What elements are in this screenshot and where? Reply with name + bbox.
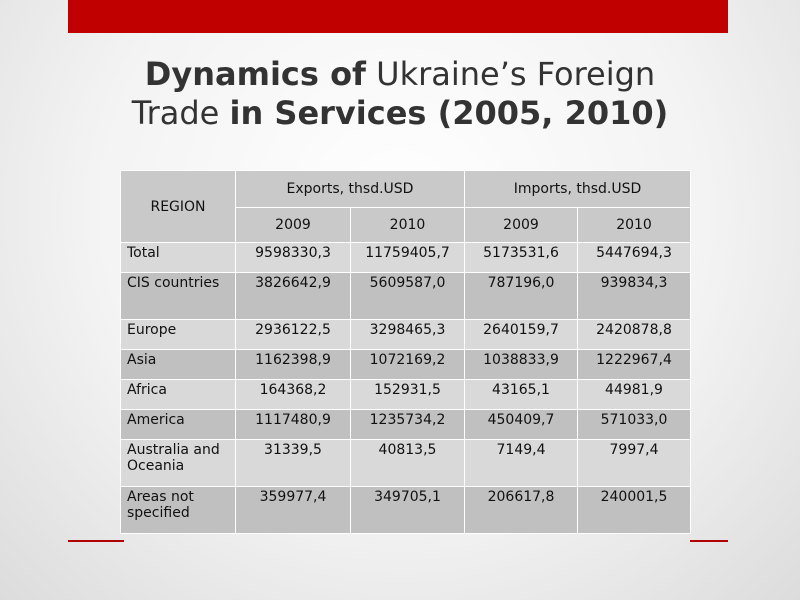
region-cell: Africa <box>120 379 236 410</box>
trade-services-table: REGION Exports, thsd.USD Imports, thsd.U… <box>120 170 692 534</box>
year-header: 2009 <box>235 207 351 243</box>
top-accent-bar <box>68 0 728 33</box>
value-cell: 5173531,6 <box>464 242 578 273</box>
table-row: Australia and Oceania 31339,5 40813,5 71… <box>120 439 692 487</box>
value-cell: 3298465,3 <box>350 319 465 350</box>
value-cell: 40813,5 <box>350 439 465 487</box>
region-header: REGION <box>120 170 236 243</box>
value-cell: 152931,5 <box>350 379 465 410</box>
imports-header: Imports, thsd.USD <box>463 170 692 208</box>
region-cell: CIS countries <box>120 272 236 320</box>
header-row-1: REGION Exports, thsd.USD Imports, thsd.U… <box>120 170 692 243</box>
value-cell: 1235734,2 <box>350 409 465 440</box>
value-cell: 1072169,2 <box>350 349 465 380</box>
title-line-2: Trade in Services (2005, 2010) <box>0 94 800 133</box>
value-cell: 240001,5 <box>576 486 692 534</box>
region-cell: Areas not specified <box>120 486 236 534</box>
value-cell: 1162398,9 <box>235 349 351 380</box>
value-cell: 787196,0 <box>464 272 578 320</box>
table-row: Areas not specified 359977,4 349705,1 20… <box>120 486 692 534</box>
bottom-rule-right <box>690 540 728 542</box>
value-cell: 1222967,4 <box>576 349 692 380</box>
year-header: 2010 <box>350 207 465 243</box>
region-cell: America <box>120 409 236 440</box>
value-cell: 5447694,3 <box>576 242 692 273</box>
title-line-1-bold: Dynamics of <box>144 55 366 93</box>
value-cell: 571033,0 <box>576 409 692 440</box>
value-cell: 7997,4 <box>576 439 692 487</box>
title-line-1: Dynamics of Ukraine’s Foreign <box>0 55 800 94</box>
value-cell: 9598330,3 <box>235 242 351 273</box>
value-cell: 3826642,9 <box>235 272 351 320</box>
value-cell: 1117480,9 <box>235 409 351 440</box>
value-cell: 5609587,0 <box>350 272 465 320</box>
value-cell: 349705,1 <box>350 486 465 534</box>
title-line-1-rest: Ukraine’s Foreign <box>365 55 656 93</box>
table-row: Europe 2936122,5 3298465,3 2640159,7 242… <box>120 319 692 350</box>
value-cell: 43165,1 <box>464 379 578 410</box>
value-cell: 939834,3 <box>576 272 692 320</box>
value-cell: 44981,9 <box>576 379 692 410</box>
table-row: Asia 1162398,9 1072169,2 1038833,9 12229… <box>120 349 692 380</box>
value-cell: 31339,5 <box>235 439 351 487</box>
title-line-2-start: Trade <box>131 94 230 132</box>
year-header: 2009 <box>464 207 578 243</box>
value-cell: 2936122,5 <box>235 319 351 350</box>
title-line-2-bold: in Services (2005, 2010) <box>229 94 669 132</box>
value-cell: 7149,4 <box>464 439 578 487</box>
region-cell: Asia <box>120 349 236 380</box>
table-row: Total 9598330,3 11759405,7 5173531,6 544… <box>120 242 692 273</box>
table-row: CIS countries 3826642,9 5609587,0 787196… <box>120 272 692 320</box>
value-cell: 450409,7 <box>464 409 578 440</box>
bottom-rule-left <box>68 540 124 542</box>
exports-header: Exports, thsd.USD <box>235 170 465 208</box>
value-cell: 11759405,7 <box>350 242 465 273</box>
value-cell: 164368,2 <box>235 379 351 410</box>
region-cell: Total <box>120 242 236 273</box>
year-header: 2010 <box>576 207 692 243</box>
value-cell: 2640159,7 <box>464 319 578 350</box>
region-cell: Europe <box>120 319 236 350</box>
header-row-2: 2009 2010 2009 2010 <box>121 207 692 243</box>
slide-title: Dynamics of Ukraine’s Foreign Trade in S… <box>0 55 800 133</box>
value-cell: 359977,4 <box>235 486 351 534</box>
value-cell: 206617,8 <box>464 486 578 534</box>
value-cell: 1038833,9 <box>464 349 578 380</box>
table-row: Africa 164368,2 152931,5 43165,1 44981,9 <box>120 379 692 410</box>
region-cell: Australia and Oceania <box>120 439 236 487</box>
value-cell: 2420878,8 <box>576 319 692 350</box>
table-row: America 1117480,9 1235734,2 450409,7 571… <box>120 409 692 440</box>
